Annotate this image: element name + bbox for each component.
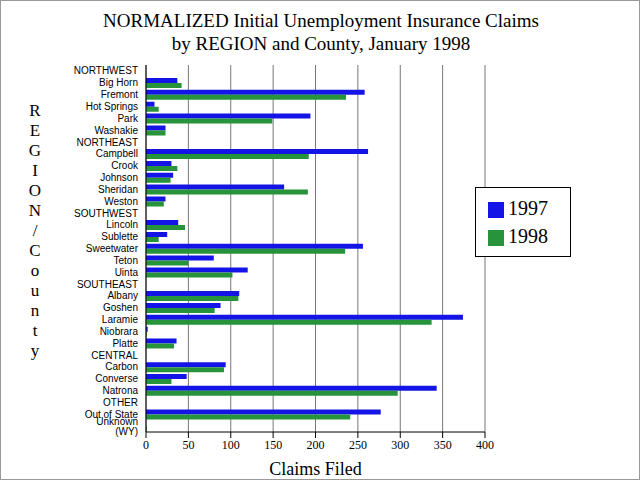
html-text:O: O (28, 181, 42, 200)
svg-text:0: 0 (143, 438, 149, 452)
svg-text:Uinta: Uinta (115, 267, 139, 278)
svg-text:150: 150 (264, 438, 282, 452)
html-text:N: N (28, 201, 42, 220)
svg-text:350: 350 (434, 438, 452, 452)
svg-text:Converse: Converse (95, 373, 138, 384)
svg-text:300: 300 (391, 438, 409, 452)
svg-text:Unknown(WY): Unknown(WY) (96, 416, 138, 437)
svg-text:NORTHEAST: NORTHEAST (77, 137, 139, 148)
svg-text:Weston: Weston (104, 196, 138, 207)
svg-text:Goshen: Goshen (103, 302, 138, 313)
svg-text:Fremont: Fremont (101, 89, 138, 100)
svg-text:Sheridan: Sheridan (98, 184, 138, 195)
svg-text:Crook: Crook (111, 160, 139, 171)
svg-text:Big Horn: Big Horn (99, 77, 138, 88)
svg-text:Albany: Albany (107, 290, 138, 301)
svg-text:Natrona: Natrona (102, 385, 138, 396)
html-text:E: E (29, 121, 41, 140)
svg-text:NORTHWEST: NORTHWEST (74, 65, 138, 76)
html-text:G: G (28, 141, 42, 160)
svg-text:SOUTHWEST: SOUTHWEST (74, 208, 138, 219)
html-text:u: u (30, 281, 40, 300)
svg-text:Park: Park (117, 113, 139, 124)
html-text:1997: 1997 (508, 197, 548, 219)
svg-text:Claims Filed: Claims Filed (269, 459, 362, 477)
svg-text:Hot Springs: Hot Springs (86, 101, 138, 112)
svg-text:OTHER: OTHER (103, 397, 138, 408)
svg-text:SOUTHEAST: SOUTHEAST (77, 279, 138, 290)
svg-text:50: 50 (182, 438, 194, 452)
svg-text:Campbell: Campbell (96, 148, 138, 159)
html-text:C: C (29, 241, 41, 260)
html-text:o: o (30, 261, 40, 280)
svg-text:Washakie: Washakie (94, 125, 138, 136)
html-text:I: I (32, 161, 38, 180)
svg-text:Sublette: Sublette (101, 231, 138, 242)
svg-text:Out of State: Out of State (84, 408, 138, 420)
svg-text:Platte: Platte (112, 338, 138, 349)
svg-text:400: 400 (476, 438, 494, 452)
svg-text:Niobrara: Niobrara (100, 326, 139, 337)
html-text:1998: 1998 (508, 225, 548, 247)
html-text:n: n (30, 301, 40, 320)
svg-text:Laramie: Laramie (102, 314, 139, 325)
html-text:y: y (30, 341, 40, 360)
html-text:R: R (29, 101, 41, 120)
svg-text:Sweetwater: Sweetwater (86, 243, 139, 254)
svg-text:100: 100 (222, 438, 240, 452)
svg-text:Carbon: Carbon (105, 361, 138, 372)
svg-text:Lincoln: Lincoln (106, 219, 138, 230)
html-text:NORMALIZED Initial Unemploymen: NORMALIZED Initial Unemployment Insuranc… (103, 10, 539, 54)
svg-text:200: 200 (307, 438, 325, 452)
svg-text:Teton: Teton (114, 255, 138, 266)
svg-text:CENTRAL: CENTRAL (91, 350, 138, 361)
html-text:t: t (32, 321, 38, 340)
svg-text:Johnson: Johnson (100, 172, 138, 183)
svg-text:250: 250 (349, 438, 367, 452)
